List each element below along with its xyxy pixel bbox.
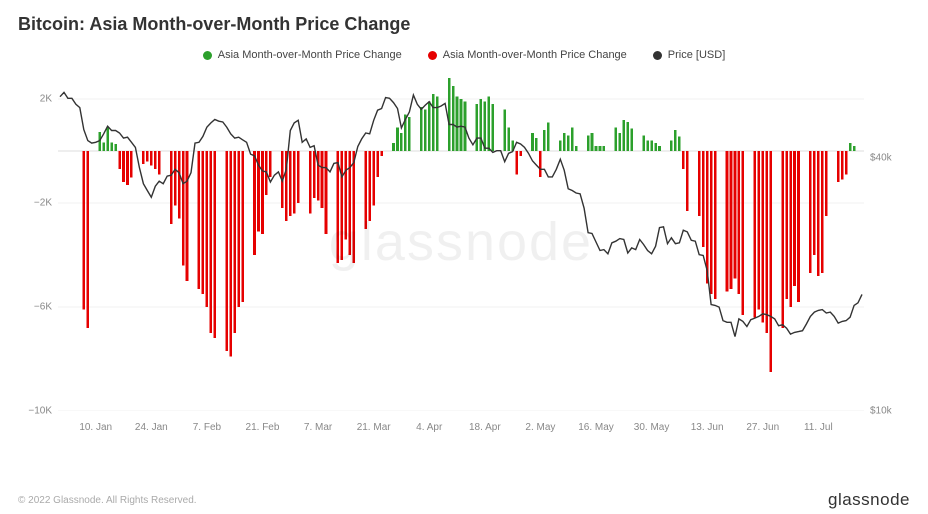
y-left-tick: −10K	[18, 406, 52, 417]
chart-title: Bitcoin: Asia Month-over-Month Price Cha…	[18, 14, 910, 35]
x-tick: 27. Jun	[746, 422, 779, 433]
x-tick: 24. Jan	[135, 422, 168, 433]
legend-label: Price [USD]	[668, 49, 725, 61]
brand-logo: glassnode	[828, 490, 910, 510]
x-tick: 21. Mar	[357, 422, 391, 433]
plot-area: glassnode	[58, 73, 864, 411]
legend-item-price: Price [USD]	[653, 49, 725, 61]
legend-swatch	[428, 51, 437, 60]
y-right-tick: $40k	[870, 152, 910, 163]
chart-area: glassnode −10K −6K −2K 2K $10k $40k 10. Jan 2…	[18, 67, 910, 437]
x-tick: 18. Apr	[469, 422, 501, 433]
y-left-tick: −6K	[18, 302, 52, 313]
y-right-tick: $10k	[870, 406, 910, 417]
legend-item-negative: Asia Month-over-Month Price Change	[428, 49, 627, 61]
x-tick: 2. May	[525, 422, 555, 433]
x-tick: 30. May	[634, 422, 670, 433]
x-tick: 21. Feb	[246, 422, 280, 433]
legend-label: Asia Month-over-Month Price Change	[443, 49, 627, 61]
x-axis: 10. Jan 24. Jan 7. Feb 21. Feb 7. Mar 21. Mar…	[58, 415, 864, 437]
y-left-tick: 2K	[18, 94, 52, 105]
x-tick: 16. May	[578, 422, 614, 433]
x-tick: 7. Feb	[193, 422, 221, 433]
x-tick: 13. Jun	[691, 422, 724, 433]
x-tick: 7. Mar	[304, 422, 332, 433]
copyright: © 2022 Glassnode. All Rights Reserved.	[18, 495, 197, 506]
x-tick: 10. Jan	[79, 422, 112, 433]
x-tick: 4. Apr	[416, 422, 442, 433]
legend-label: Asia Month-over-Month Price Change	[218, 49, 402, 61]
y-left-tick: −2K	[18, 198, 52, 209]
legend-swatch	[653, 51, 662, 60]
legend-swatch	[203, 51, 212, 60]
x-tick: 11. Jul	[804, 422, 833, 433]
legend: Asia Month-over-Month Price Change Asia …	[18, 49, 910, 61]
chart-svg	[58, 73, 864, 411]
legend-item-positive: Asia Month-over-Month Price Change	[203, 49, 402, 61]
